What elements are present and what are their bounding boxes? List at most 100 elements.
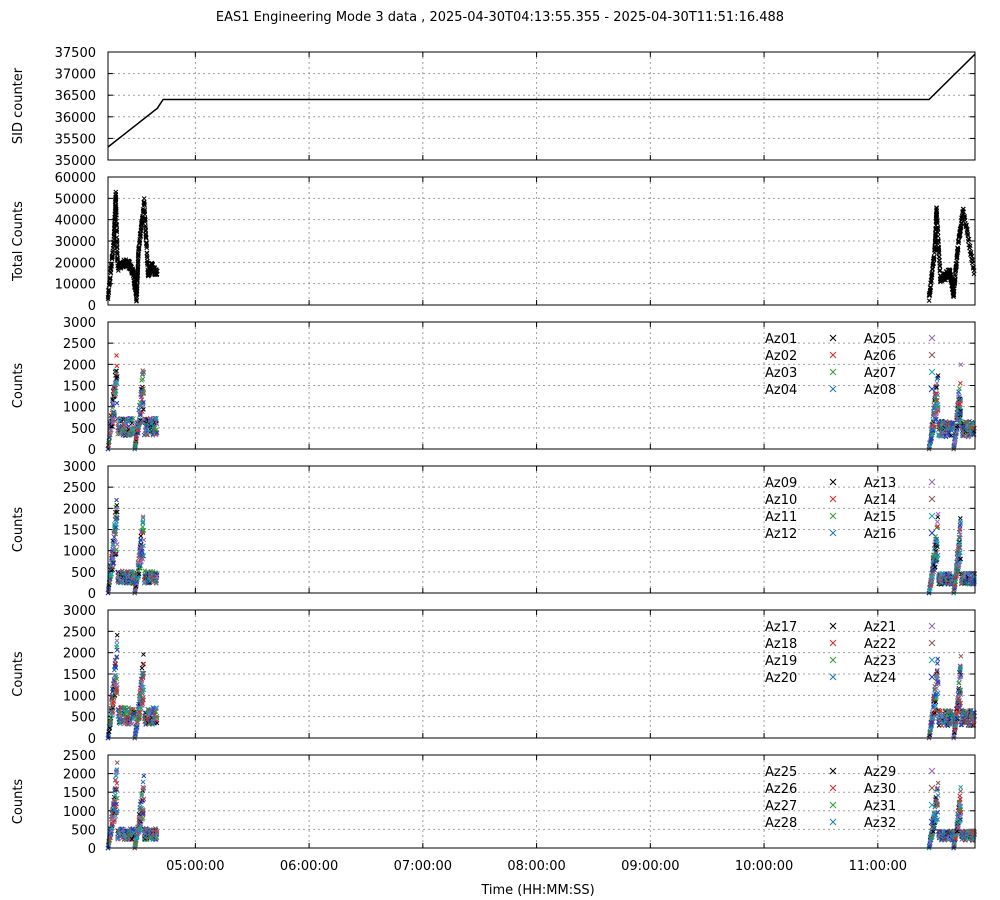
x-axis-label: Time (HH:MM:SS) [480, 883, 594, 898]
y-tick-label: 20000 [55, 256, 96, 271]
data-point [108, 427, 114, 433]
data-point [145, 258, 150, 264]
data-point [937, 263, 943, 268]
data-point [113, 208, 119, 214]
legend-marker [928, 784, 936, 792]
legend-marker [928, 385, 936, 393]
data-point [958, 410, 963, 415]
data-point [137, 237, 142, 242]
y-tick-label: 37000 [55, 68, 96, 83]
legend-label: Az12 [765, 527, 797, 542]
y-tick-label: 50000 [55, 192, 96, 207]
data-point [109, 571, 115, 577]
plot-frame [107, 321, 976, 450]
data-point [139, 397, 145, 402]
panel-5: 0 500 1000 1500 2000 2500 3000 Counts Az17 Az18 Az… [11, 604, 977, 747]
data-point [111, 417, 116, 423]
data-point [107, 432, 113, 438]
sid-counter-line [107, 53, 976, 148]
data-point [113, 531, 119, 537]
data-point [114, 514, 120, 520]
legend-marker [928, 512, 936, 520]
x-tick-label: 10:00:00 [735, 859, 793, 874]
data-point [111, 561, 116, 566]
data-point [135, 278, 140, 284]
data-point [965, 231, 971, 237]
data-point [931, 255, 937, 261]
x-tick-label: 07:00:00 [394, 859, 452, 874]
y-tick-label: 500 [71, 566, 96, 581]
data-point [935, 690, 941, 696]
data-point [968, 251, 974, 257]
data-point [936, 245, 942, 251]
data-point [141, 400, 146, 405]
legend-label: Az25 [765, 765, 797, 780]
panel-6: 0 500 1000 1500 2000 2500 Counts Az25 Az26 Az27 Az… [11, 749, 977, 857]
y-tick-label: 1000 [63, 805, 96, 820]
data-point [114, 502, 120, 508]
y-tick-label: 37500 [55, 46, 96, 61]
data-point [929, 278, 934, 284]
data-point [114, 212, 119, 218]
legend-marker [928, 529, 936, 537]
x-tick-label: 08:00:00 [507, 859, 565, 874]
data-point [142, 207, 148, 213]
y-tick-label: 1500 [63, 380, 96, 395]
data-point [114, 363, 120, 369]
data-point [143, 227, 149, 233]
data-point [931, 260, 937, 266]
panel-2: 0 10000 20000 30000 40000 50000 60000 Total Cou… [11, 171, 977, 314]
data-point [154, 268, 160, 274]
data-point [935, 230, 941, 235]
data-point [955, 248, 961, 253]
data-point [150, 261, 156, 267]
data-point [114, 632, 120, 638]
data-point [112, 215, 118, 221]
legend-marker [829, 529, 837, 537]
y-tick-label: 36500 [55, 89, 96, 104]
data-point [933, 386, 939, 391]
data-point [114, 241, 120, 246]
data-point [140, 514, 146, 519]
data-point [114, 521, 119, 527]
y-tick-label: 30000 [55, 235, 96, 250]
data-point [958, 362, 964, 368]
data-point [114, 509, 120, 515]
legend-label: Az24 [864, 671, 896, 686]
y-tick-label: 35500 [55, 132, 96, 147]
data-point [136, 246, 142, 252]
x-tick-label: 11:00:00 [849, 859, 907, 874]
x-tick-label: 06:00:00 [280, 859, 338, 874]
data-point [932, 424, 937, 430]
legend-label: Az20 [765, 671, 797, 686]
data-point [971, 268, 977, 274]
y-tick-label: 1500 [63, 786, 96, 801]
x-tick-label: 09:00:00 [621, 859, 679, 874]
data-point [937, 268, 943, 274]
data-point [958, 653, 964, 659]
y-tick-label: 2000 [63, 358, 96, 373]
y-tick-label: 3000 [63, 604, 96, 619]
data-point [141, 386, 146, 391]
data-point [964, 222, 969, 228]
data-point [141, 370, 147, 375]
legend-label: Az23 [864, 654, 896, 669]
data-point [108, 270, 114, 276]
data-point [144, 251, 150, 256]
data-point [141, 407, 146, 412]
data-point [113, 195, 119, 201]
data-point [138, 412, 143, 418]
y-axis-label: Counts [11, 651, 26, 697]
data-point [142, 217, 148, 223]
legend-marker [928, 478, 936, 486]
data-point [962, 433, 967, 438]
data-point [113, 773, 119, 779]
legend-label: Az14 [864, 493, 896, 508]
data-point [141, 528, 147, 533]
data-point [144, 245, 150, 251]
legend-marker [928, 639, 936, 647]
data-point [954, 254, 960, 260]
data-point [935, 406, 941, 412]
data-point [144, 243, 149, 249]
data-point [138, 228, 144, 233]
